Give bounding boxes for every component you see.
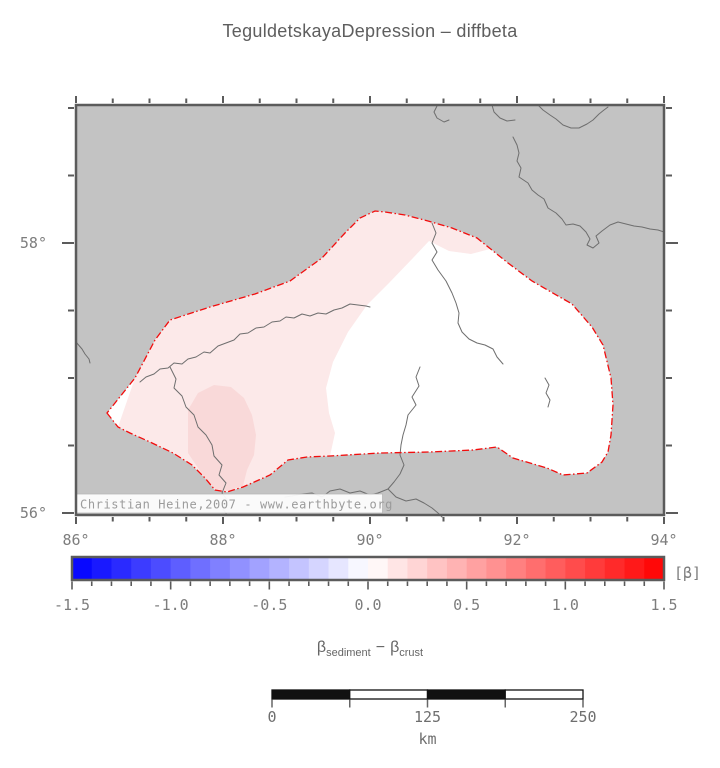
colorbar-cell bbox=[446, 557, 468, 580]
depression-outline bbox=[106, 210, 614, 493]
figure-title: TeguldetskayaDepression – diffbeta bbox=[222, 21, 518, 41]
colorbar-cell bbox=[289, 557, 310, 580]
colorbar-tick-label: 0.0 bbox=[354, 596, 381, 614]
colorbar-tick-label: -1.5 bbox=[54, 596, 90, 614]
x-axis-annotation: 94° bbox=[650, 531, 677, 549]
colorbar-cell bbox=[525, 557, 547, 580]
x-axis-annotation: 86° bbox=[62, 531, 89, 549]
map-frame bbox=[74, 103, 666, 517]
scale-bar-segments bbox=[271, 689, 584, 700]
y-axis-annotation: 58° bbox=[20, 234, 47, 252]
colorbar-cell bbox=[269, 557, 290, 580]
colorbar-tick-labels: -1.5 -1.0 -0.5 0.0 0.5 1.0 1.5 bbox=[54, 596, 678, 614]
minus-sign: − bbox=[376, 639, 385, 656]
y-axis-annotation: 56° bbox=[20, 504, 47, 522]
beta-symbol-2: β bbox=[390, 639, 399, 656]
x-axis-labels: 86° 88° 90° 92° 94° bbox=[62, 531, 677, 549]
colorbar-cell bbox=[644, 557, 665, 580]
river-path bbox=[387, 488, 443, 518]
colorbar-cell bbox=[170, 557, 191, 580]
river-path bbox=[431, 222, 504, 365]
river-path bbox=[544, 377, 551, 408]
colorbar-cell bbox=[72, 557, 93, 580]
colorbar-tick-label: 1.5 bbox=[650, 596, 677, 614]
colorbar-cell bbox=[229, 557, 251, 580]
colorbar-unit-label: [β] bbox=[674, 564, 701, 582]
river-path bbox=[512, 136, 665, 249]
river-path bbox=[491, 104, 516, 122]
colorbar-cell bbox=[368, 557, 389, 580]
beta-caption: βsediment − βcrust bbox=[317, 639, 423, 659]
x-axis-annotation: 92° bbox=[503, 531, 530, 549]
colorbar-cell bbox=[565, 557, 586, 580]
colorbar-cell bbox=[348, 557, 369, 580]
scale-bar-unit: km bbox=[418, 730, 436, 748]
colorbar-tick-label: 1.0 bbox=[552, 596, 579, 614]
scale-bar-ticks bbox=[271, 699, 584, 708]
map-panel: Christian Heine,2007 - www.earthbyte.org… bbox=[20, 96, 678, 549]
colorbar-cell bbox=[407, 557, 428, 580]
colorbar-frame bbox=[70, 555, 666, 582]
river-path bbox=[75, 341, 91, 364]
colorbar-cell bbox=[249, 557, 270, 580]
colorbar-cell bbox=[624, 557, 645, 580]
map-ticks bbox=[62, 96, 678, 524]
colorbar-tick-label: 0.5 bbox=[453, 596, 480, 614]
scale-bar-segment bbox=[349, 689, 429, 700]
colorbar: -1.5 -1.0 -0.5 0.0 0.5 1.0 1.5 [β] bbox=[54, 555, 701, 614]
scale-bar: 0 125 250 km bbox=[267, 689, 597, 748]
x-axis-annotation: 90° bbox=[356, 531, 383, 549]
colorbar-cell bbox=[427, 557, 448, 580]
river-path bbox=[537, 104, 609, 129]
colorbar-cell bbox=[486, 557, 507, 580]
scale-bar-segment bbox=[426, 689, 506, 700]
colorbar-cell bbox=[91, 557, 113, 580]
beta-subscript-crust: crust bbox=[399, 647, 423, 659]
attribution-box: Christian Heine,2007 - www.earthbyte.org bbox=[76, 493, 393, 514]
beta-symbol: β bbox=[317, 639, 326, 656]
colorbar-cell bbox=[210, 557, 231, 580]
colorbar-cell bbox=[506, 557, 527, 580]
beta-subscript-sediment: sediment bbox=[326, 647, 371, 659]
colorbar-cell bbox=[328, 557, 349, 580]
colorbar-tick-label: -0.5 bbox=[251, 596, 287, 614]
scale-bar-label: 250 bbox=[569, 708, 596, 726]
colorbar-cell bbox=[150, 557, 172, 580]
colorbar-cell bbox=[111, 557, 132, 580]
colorbar-tick-label: -1.0 bbox=[153, 596, 189, 614]
scale-bar-segment bbox=[271, 689, 351, 700]
x-axis-annotation: 88° bbox=[209, 531, 236, 549]
colorbar-cell bbox=[190, 557, 211, 580]
scale-bar-label: 0 bbox=[267, 708, 276, 726]
colorbar-cell bbox=[308, 557, 330, 580]
depression-region-mid-pink bbox=[188, 385, 256, 491]
colorbar-cell bbox=[131, 557, 152, 580]
colorbar-cell bbox=[585, 557, 606, 580]
scale-bar-labels: 0 125 250 bbox=[267, 708, 596, 726]
river-path bbox=[433, 105, 450, 123]
colorbar-cell bbox=[545, 557, 566, 580]
river-path bbox=[139, 303, 371, 383]
y-axis-labels: 58° 56° bbox=[20, 234, 47, 522]
colorbar-cell bbox=[387, 557, 409, 580]
colorbar-cells bbox=[72, 557, 665, 580]
attribution-text: Christian Heine,2007 - www.earthbyte.org bbox=[80, 498, 393, 512]
colorbar-cell bbox=[604, 557, 626, 580]
colorbar-ticks bbox=[71, 581, 665, 590]
colorbar-cell bbox=[466, 557, 487, 580]
scale-bar-label: 125 bbox=[414, 708, 441, 726]
scale-bar-segment bbox=[504, 689, 584, 700]
